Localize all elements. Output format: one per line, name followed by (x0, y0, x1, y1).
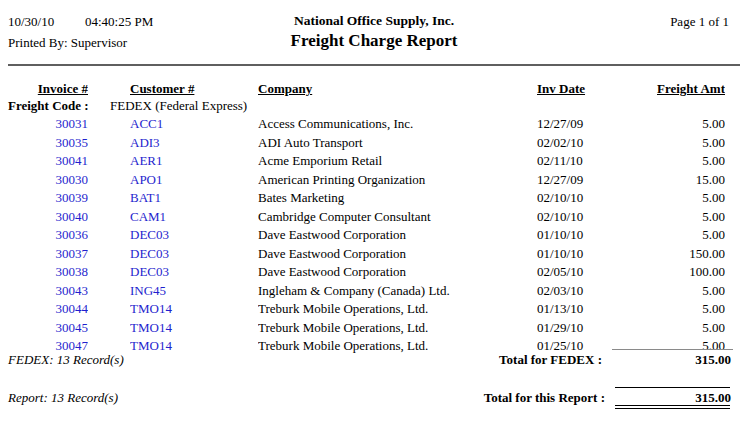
company-name-cell: Dave Eastwood Corporation (258, 246, 530, 262)
column-header-customer: Customer # (130, 81, 248, 97)
column-header-freight-amt: Freight Amt (617, 81, 725, 97)
invoice-number-link[interactable]: 30041 (8, 153, 88, 169)
customer-number-link[interactable]: CAM1 (130, 209, 248, 225)
invoice-date-cell: 01/10/10 (537, 227, 619, 243)
invoice-date-cell: 02/10/10 (537, 209, 619, 225)
customer-number-link[interactable]: BAT1 (130, 190, 248, 206)
company-name-cell: Cambridge Computer Consultant (258, 209, 530, 225)
freight-amount-cell: 5.00 (617, 283, 725, 299)
table-body: 30031 ACC1 Access Communications, Inc. 12/2… (0, 114, 748, 355)
freight-charge-report-page: 10/30/10 04:40:25 PM National Office Sup… (0, 0, 748, 426)
freight-code-value: FEDEX (Federal Express) (110, 98, 247, 114)
customer-number-link[interactable]: AER1 (130, 153, 248, 169)
customer-number-link[interactable]: DEC03 (130, 264, 248, 280)
company-name-cell: Bates Marketing (258, 190, 530, 206)
invoice-date-cell: 12/27/09 (537, 116, 619, 132)
invoice-date-cell: 01/10/10 (537, 246, 619, 262)
group-total-label: Total for FEDEX : (380, 352, 602, 368)
company-name-cell: Access Communications, Inc. (258, 116, 530, 132)
company-name-cell: Ingleham & Company (Canada) Ltd. (258, 283, 530, 299)
group-header: Freight Code : FEDEX (Federal Express) (0, 98, 748, 114)
report-total-amount: 315.00 (618, 390, 731, 406)
table-row: 30043 ING45 Ingleham & Company (Canada) Lt… (0, 281, 748, 300)
freight-amount-cell: 150.00 (617, 246, 725, 262)
invoice-number-link[interactable]: 30037 (8, 246, 88, 262)
invoice-number-link[interactable]: 30039 (8, 190, 88, 206)
customer-number-link[interactable]: ACC1 (130, 116, 248, 132)
company-name-cell: American Printing Organization (258, 172, 530, 188)
table-row: 30031 ACC1 Access Communications, Inc. 12/2… (0, 114, 748, 133)
customer-number-link[interactable]: ADI3 (130, 135, 248, 151)
page-number: Page 1 of 1 (670, 14, 729, 30)
company-name: National Office Supply, Inc. (0, 13, 748, 29)
freight-code-label: Freight Code : (8, 98, 89, 114)
invoice-number-link[interactable]: 30040 (8, 209, 88, 225)
table-row: 30045 TMO14 Treburk Mobile Operations, Ltd… (0, 318, 748, 337)
table-row: 30041 AER1 Acme Emporium Retail 02/11/105.0… (0, 151, 748, 170)
group-total-rule (612, 349, 733, 350)
invoice-number-link[interactable]: 30043 (8, 283, 88, 299)
invoice-date-cell: 02/05/10 (537, 264, 619, 280)
column-header-company: Company (258, 81, 530, 97)
freight-amount-cell: 5.00 (617, 209, 725, 225)
freight-amount-cell: 5.00 (617, 320, 725, 336)
customer-number-link[interactable]: TMO14 (130, 320, 248, 336)
table-row: 30030 APO1 American Printing Organization 1… (0, 170, 748, 189)
freight-amount-cell: 5.00 (617, 135, 725, 151)
customer-number-link[interactable]: TMO14 (130, 301, 248, 317)
invoice-date-cell: 01/13/10 (537, 301, 619, 317)
report-total-double-underline (615, 405, 730, 409)
company-name-cell: Treburk Mobile Operations, Ltd. (258, 320, 530, 336)
company-name-cell: Treburk Mobile Operations, Ltd. (258, 301, 530, 317)
invoice-date-cell: 02/02/10 (537, 135, 619, 151)
invoice-number-link[interactable]: 30036 (8, 227, 88, 243)
invoice-number-link[interactable]: 30035 (8, 135, 88, 151)
company-name-cell: Dave Eastwood Corporation (258, 264, 530, 280)
invoice-date-cell: 12/27/09 (537, 172, 619, 188)
group-total-amount: 315.00 (618, 352, 731, 368)
invoice-number-link[interactable]: 30038 (8, 264, 88, 280)
customer-number-link[interactable]: ING45 (130, 283, 248, 299)
freight-amount-cell: 5.00 (617, 190, 725, 206)
customer-number-link[interactable]: DEC03 (130, 246, 248, 262)
invoice-date-cell: 02/11/10 (537, 153, 619, 169)
invoice-date-cell: 02/03/10 (537, 283, 619, 299)
invoice-number-link[interactable]: 30030 (8, 172, 88, 188)
invoice-number-link[interactable]: 30045 (8, 320, 88, 336)
table-row: 30038 DEC03 Dave Eastwood Corporation 02/05… (0, 262, 748, 281)
header-divider (8, 64, 740, 66)
table-row: 30044 TMO14 Treburk Mobile Operations, Ltd… (0, 299, 748, 318)
table-row: 30040 CAM1 Cambridge Computer Consultant 02… (0, 207, 748, 226)
column-header-row: Invoice # Customer # Company Inv Date Fr… (0, 81, 748, 97)
freight-amount-cell: 5.00 (617, 153, 725, 169)
column-header-inv-date: Inv Date (537, 81, 619, 97)
freight-amount-cell: 15.00 (617, 172, 725, 188)
report-record-count: Report: 13 Record(s) (8, 390, 118, 406)
group-record-count: FEDEX: 13 Record(s) (8, 352, 124, 368)
freight-amount-cell: 5.00 (617, 116, 725, 132)
customer-number-link[interactable]: DEC03 (130, 227, 248, 243)
report-total-rule (615, 387, 730, 388)
company-name-cell: ADI Auto Transport (258, 135, 530, 151)
report-title: Freight Charge Report (0, 31, 748, 51)
invoice-date-cell: 01/29/10 (537, 320, 619, 336)
invoice-date-cell: 02/10/10 (537, 190, 619, 206)
table-row: 30039 BAT1 Bates Marketing 02/10/105.00 (0, 188, 748, 207)
table-row: 30036 DEC03 Dave Eastwood Corporation 01/10… (0, 225, 748, 244)
report-total-label: Total for this Report : (380, 390, 605, 406)
group-footer: FEDEX: 13 Record(s) Total for FEDEX : 31… (0, 352, 748, 368)
column-header-invoice: Invoice # (8, 81, 88, 97)
report-footer: Report: 13 Record(s) Total for this Repo… (0, 390, 748, 406)
invoice-number-link[interactable]: 30031 (8, 116, 88, 132)
freight-amount-cell: 5.00 (617, 301, 725, 317)
company-name-cell: Dave Eastwood Corporation (258, 227, 530, 243)
invoice-number-link[interactable]: 30044 (8, 301, 88, 317)
freight-amount-cell: 100.00 (617, 264, 725, 280)
company-name-cell: Acme Emporium Retail (258, 153, 530, 169)
freight-amount-cell: 5.00 (617, 227, 725, 243)
table-row: 30035 ADI3 ADI Auto Transport 02/02/105.00 (0, 133, 748, 152)
customer-number-link[interactable]: APO1 (130, 172, 248, 188)
table-row: 30037 DEC03 Dave Eastwood Corporation 01/10… (0, 244, 748, 263)
